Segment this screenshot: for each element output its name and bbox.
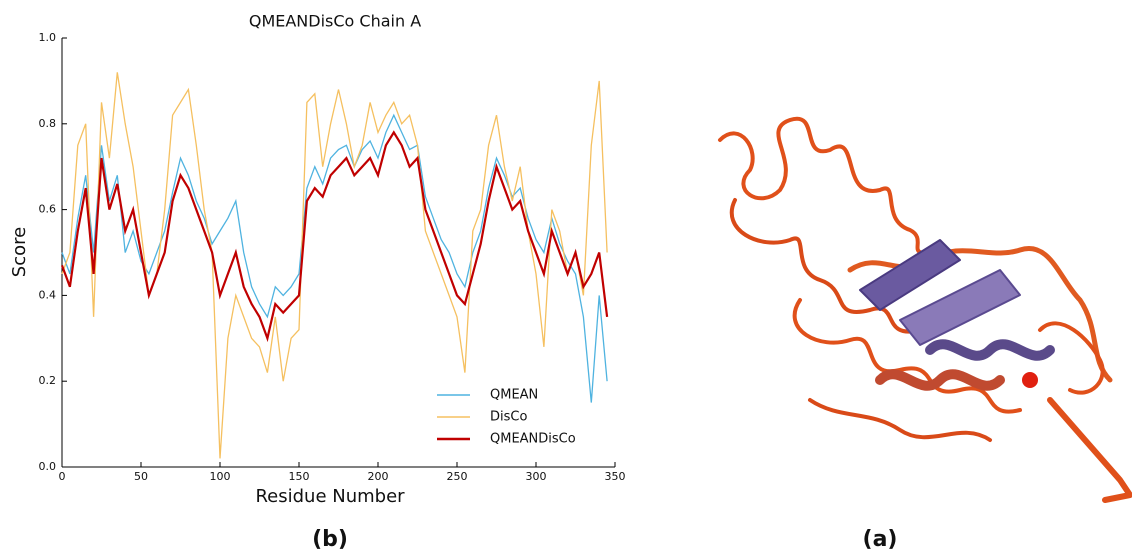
y-tick-label: 1.0 <box>39 31 57 44</box>
y-axis-label: Score <box>9 227 30 277</box>
series-line <box>62 115 607 402</box>
y-tick-label: 0.6 <box>39 203 57 216</box>
panel-label: (a) <box>863 527 898 552</box>
x-tick-label: 150 <box>289 470 310 483</box>
series-line <box>62 132 607 338</box>
chart-title: QMEANDisCo Chain A <box>249 12 421 31</box>
y-tick-label: 0.4 <box>39 288 57 301</box>
x-tick-label: 250 <box>447 470 468 483</box>
protein-structure <box>720 119 1130 500</box>
y-tick-label: 0.0 <box>39 460 57 473</box>
x-tick-label: 200 <box>368 470 389 483</box>
legend-label: QMEANDisCo <box>490 432 576 447</box>
x-tick-label: 300 <box>526 470 547 483</box>
x-tick-label: 0 <box>59 470 66 483</box>
x-tick-label: 100 <box>210 470 231 483</box>
x-tick-label: 50 <box>134 470 148 483</box>
figure: QMEANDisCo Chain A Residue Number Score … <box>0 0 1132 555</box>
x-tick-label: 350 <box>605 470 626 483</box>
legend-label: DisCo <box>490 410 527 425</box>
panel-label: (b) <box>312 527 348 552</box>
y-tick-label: 0.8 <box>39 117 57 130</box>
legend-label: QMEAN <box>490 388 538 403</box>
y-tick-label: 0.2 <box>39 374 57 387</box>
x-axis-label: Residue Number <box>255 486 405 507</box>
